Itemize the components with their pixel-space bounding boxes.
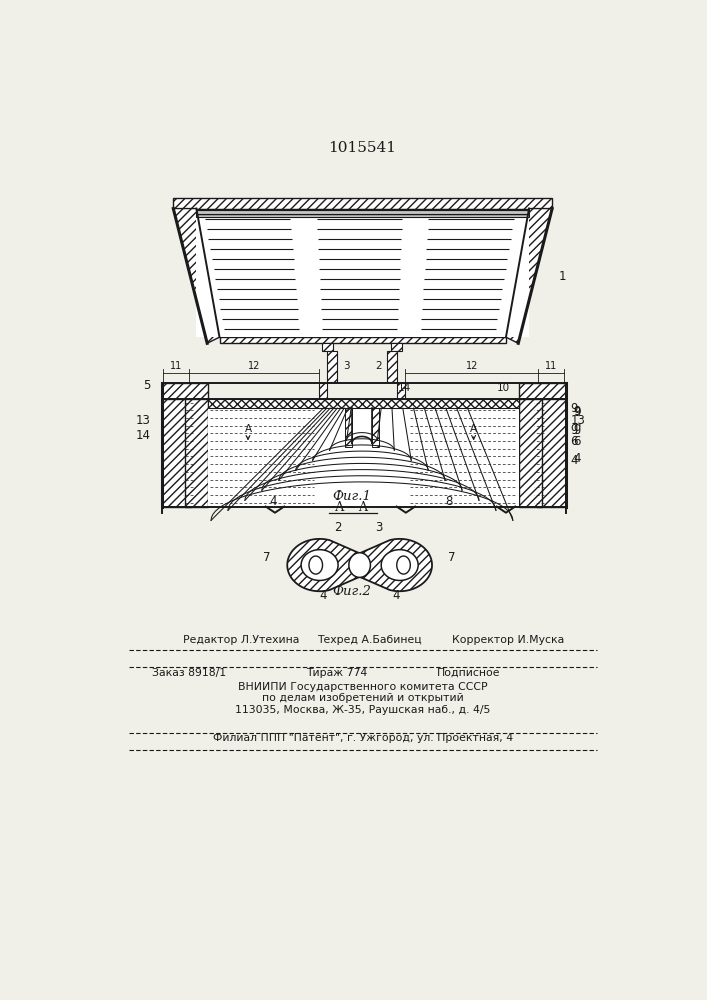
Polygon shape xyxy=(309,556,322,574)
Bar xyxy=(519,383,566,399)
Text: 4: 4 xyxy=(571,454,578,467)
Text: 8: 8 xyxy=(445,495,452,508)
Text: 9: 9 xyxy=(571,402,578,415)
Polygon shape xyxy=(397,556,410,574)
Text: Техред А.Бабинец: Техред А.Бабинец xyxy=(317,635,422,645)
Polygon shape xyxy=(173,209,219,343)
Bar xyxy=(197,209,529,337)
Text: g: g xyxy=(573,422,580,434)
Bar xyxy=(319,383,327,399)
Text: 9: 9 xyxy=(573,405,580,418)
Bar xyxy=(391,343,402,351)
Text: 5: 5 xyxy=(143,379,150,392)
Text: g: g xyxy=(571,422,578,434)
Text: 1: 1 xyxy=(559,270,566,283)
Bar xyxy=(173,198,552,209)
Bar xyxy=(185,399,208,507)
Bar xyxy=(537,399,566,507)
Bar xyxy=(322,343,333,351)
Text: 113035, Москва, Ж-35, Раушская наб., д. 4/5: 113035, Москва, Ж-35, Раушская наб., д. … xyxy=(235,705,491,715)
Text: 4: 4 xyxy=(269,495,277,508)
Polygon shape xyxy=(287,539,432,591)
Bar xyxy=(208,399,519,408)
Text: 12: 12 xyxy=(248,361,260,371)
Bar xyxy=(327,351,337,382)
Text: Фиг.2: Фиг.2 xyxy=(332,585,371,598)
Text: 11: 11 xyxy=(170,361,182,371)
Bar xyxy=(197,209,529,217)
Text: Редактор Л.Утехина: Редактор Л.Утехина xyxy=(182,635,299,645)
Polygon shape xyxy=(349,553,370,577)
Bar xyxy=(162,399,191,507)
Text: 2: 2 xyxy=(375,361,382,371)
Bar xyxy=(519,399,542,507)
Bar xyxy=(387,351,397,382)
Text: 7: 7 xyxy=(264,551,271,564)
Text: 3: 3 xyxy=(343,361,350,371)
Bar xyxy=(162,383,208,399)
Text: Заказ 8918/1: Заказ 8918/1 xyxy=(152,668,226,678)
Text: 1015541: 1015541 xyxy=(328,141,396,155)
Text: Фиг.1: Фиг.1 xyxy=(332,490,371,503)
Text: Тираж 774: Тираж 774 xyxy=(305,668,367,678)
Text: А – А: А – А xyxy=(335,501,368,514)
Text: 6: 6 xyxy=(573,435,580,448)
Text: 4: 4 xyxy=(573,452,580,465)
Text: 14: 14 xyxy=(398,383,411,393)
Polygon shape xyxy=(506,209,552,343)
Text: 4: 4 xyxy=(392,589,399,602)
Bar xyxy=(208,399,519,507)
Text: Подписное: Подписное xyxy=(437,668,500,678)
Text: 9: 9 xyxy=(573,406,580,419)
Text: ВНИИПИ Государственного комитета СССР: ВНИИПИ Государственного комитета СССР xyxy=(238,682,488,692)
Text: 11: 11 xyxy=(545,361,558,371)
Text: Корректор И.Муска: Корректор И.Муска xyxy=(452,635,564,645)
Polygon shape xyxy=(219,337,506,343)
Text: 4: 4 xyxy=(320,589,327,602)
Text: 14: 14 xyxy=(135,429,150,442)
Text: 3: 3 xyxy=(375,521,382,534)
Bar xyxy=(397,383,405,399)
Text: 7: 7 xyxy=(448,551,456,564)
Polygon shape xyxy=(301,550,338,580)
Text: 12: 12 xyxy=(465,361,478,371)
Text: Филиал ППП "Патент", г. Ужгород, ул. Проектная, 4: Филиал ППП "Патент", г. Ужгород, ул. Про… xyxy=(213,733,513,743)
Text: по делам изобретений и открытий: по делам изобретений и открытий xyxy=(262,693,464,703)
Bar xyxy=(372,408,379,447)
Bar xyxy=(345,408,352,447)
Text: A: A xyxy=(470,424,477,434)
Text: 10: 10 xyxy=(497,383,510,393)
Text: A: A xyxy=(245,424,252,434)
Text: 13: 13 xyxy=(135,414,150,427)
Polygon shape xyxy=(381,550,418,580)
Text: 13: 13 xyxy=(571,414,585,427)
Text: 2: 2 xyxy=(334,521,341,534)
Text: 6: 6 xyxy=(571,435,578,448)
